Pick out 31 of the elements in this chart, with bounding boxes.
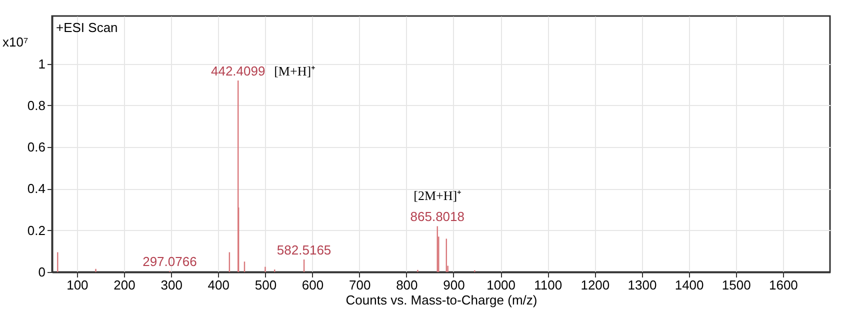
- x-tick-label: 900: [443, 278, 465, 292]
- y-tick-label: 0: [38, 264, 46, 280]
- x-tick-label: 1400: [674, 278, 704, 292]
- x-tick-label: 1500: [722, 278, 751, 292]
- x-tick-label: 100: [66, 278, 88, 292]
- x-axis-title: Counts vs. Mass-to-Charge (m/z): [346, 292, 538, 308]
- x-tick-label: 200: [114, 278, 136, 292]
- x-tick-label: 1600: [768, 278, 798, 292]
- y-tick-label: 1: [38, 56, 46, 72]
- x-tick-label: 800: [396, 278, 418, 292]
- x-tick-label: 400: [208, 278, 230, 292]
- y-tick-label: 0.6: [27, 140, 46, 155]
- annotation: 865.8018: [410, 209, 464, 224]
- annotation: +ESI Scan: [56, 20, 118, 35]
- x-tick-label: 600: [302, 278, 324, 292]
- x-tick-label: 300: [160, 278, 182, 292]
- annotation: 442.4099: [210, 64, 266, 79]
- y-tick-label: 0.2: [27, 222, 46, 238]
- annotation: 297.0766: [142, 254, 197, 269]
- y-tick-label: 0.8: [27, 98, 46, 113]
- y-tick-label: 0.4: [27, 181, 46, 196]
- x-tick-label: 1000: [486, 278, 516, 292]
- y-axis-title: x10⁷: [2, 34, 28, 50]
- x-tick-label: 700: [348, 278, 371, 292]
- x-tick-label: 1200: [580, 278, 610, 292]
- annotation: [M+H]⁺: [274, 64, 316, 79]
- x-tick-label: 500: [254, 278, 277, 292]
- x-tick-label: 1300: [628, 278, 657, 292]
- x-tick-label: 1100: [534, 278, 562, 292]
- annotation: [2M+H]⁺: [414, 188, 462, 204]
- annotation: 582.5165: [276, 242, 332, 258]
